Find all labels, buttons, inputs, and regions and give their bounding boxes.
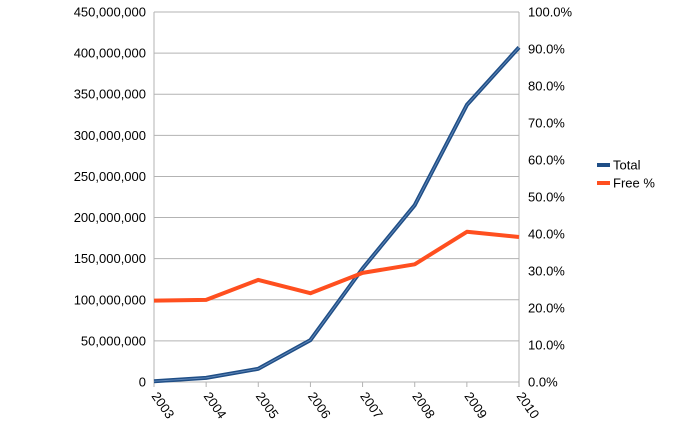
y-tick-label: 200,000,000 — [74, 210, 146, 225]
y2-tick-label: 100.0% — [528, 5, 573, 20]
axes — [153, 12, 520, 387]
y-tick-label: 150,000,000 — [74, 251, 146, 266]
y2-tick-label: 30.0% — [528, 264, 565, 279]
y-tick-label: 450,000,000 — [74, 5, 146, 20]
y2-tick-label: 90.0% — [528, 42, 565, 57]
y-tick-label: 400,000,000 — [74, 46, 146, 61]
y-tick-label: 50,000,000 — [81, 333, 146, 348]
right-axis-tick-labels: 0.0% 10.0% 20.0% 30.0% 40.0% 50.0% 60.0% 70.0% 8… — [528, 5, 573, 390]
y-tick-label: 250,000,000 — [74, 169, 146, 184]
y2-tick-label: 0.0% — [528, 375, 558, 390]
legend-label: Total — [613, 158, 641, 173]
legend: Total Free % — [597, 158, 655, 191]
y2-tick-label: 20.0% — [528, 301, 565, 316]
y2-tick-label: 40.0% — [528, 227, 565, 242]
series-line-0 — [153, 46, 521, 384]
x-tick-label: 2010 — [514, 389, 543, 421]
y2-tick-label: 80.0% — [528, 79, 565, 94]
x-axis-tick-labels: 2003 2004 2005 2006 2007 2008 2009 2010 — [149, 389, 543, 421]
y-tick-label: 350,000,000 — [74, 87, 146, 102]
x-tick-label: 2007 — [357, 389, 386, 421]
x-tick-label: 2003 — [149, 389, 178, 421]
x-tick-label: 2009 — [461, 389, 490, 421]
y2-tick-label: 10.0% — [528, 338, 565, 353]
y-tick-label: 300,000,000 — [74, 128, 146, 143]
y2-tick-label: 70.0% — [528, 116, 565, 131]
y2-tick-label: 60.0% — [528, 153, 565, 168]
y-tick-label: 100,000,000 — [74, 292, 146, 307]
series-line-1 — [153, 229, 520, 303]
x-tick-label: 2004 — [201, 389, 230, 421]
x-tick-label: 2005 — [253, 389, 282, 421]
gridlines — [154, 11, 519, 342]
legend-label: Free % — [613, 176, 655, 191]
series-lines — [153, 46, 521, 384]
x-tick-label: 2008 — [409, 389, 438, 421]
left-axis-tick-labels: 0 50,000,000 100,000,000 150,000,000 200,000… — [74, 5, 146, 390]
x-tick-label: 2006 — [305, 389, 334, 421]
y-tick-label: 0 — [139, 375, 146, 390]
y2-tick-label: 50.0% — [528, 190, 565, 205]
series-highlight-0 — [153, 47, 520, 382]
